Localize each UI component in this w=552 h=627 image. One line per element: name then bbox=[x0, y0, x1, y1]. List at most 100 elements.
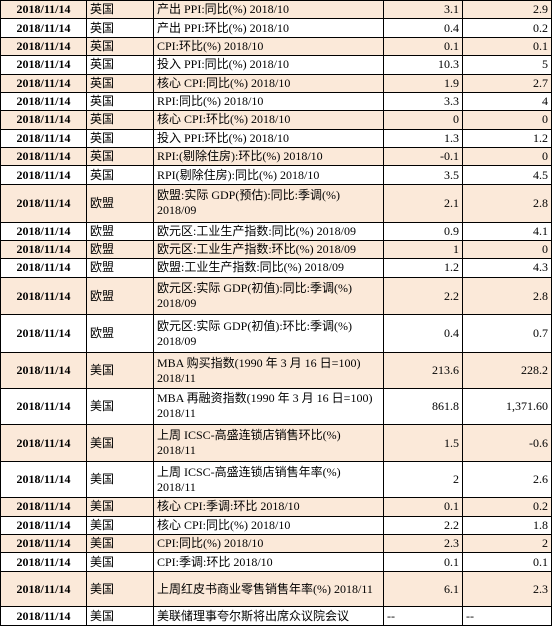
indicator-cell: 投入 PPI:环比(%) 2018/10 bbox=[153, 128, 384, 149]
country-cell: 美国 bbox=[86, 515, 154, 535]
previous-value-cell: 2.7 bbox=[462, 73, 552, 93]
table-row: 2018/11/14 英国 RPI:同比(%) 2018/10 3.3 4 bbox=[0, 91, 552, 112]
country-cell: 英国 bbox=[86, 146, 154, 167]
date-cell: 2018/11/14 bbox=[0, 110, 87, 130]
previous-value-cell: 2.8 bbox=[462, 183, 552, 223]
country-cell: 欧盟 bbox=[86, 183, 154, 223]
previous-value-cell: 0.2 bbox=[462, 18, 552, 38]
indicator-cell: MBA 再融资指数(1990 年 3 月 16 日=100) 2018/11 bbox=[153, 387, 384, 425]
table-row: 2018/11/14 欧盟 欧元区:工业生产指数:环比(%) 2018/09 1 0 bbox=[0, 239, 552, 260]
indicator-cell: RPI:同比(%) 2018/10 bbox=[153, 91, 384, 112]
date-cell: 2018/11/14 bbox=[0, 276, 87, 316]
date-cell: 2018/11/14 bbox=[0, 387, 87, 425]
previous-value-cell: 4 bbox=[462, 91, 552, 112]
indicator-cell: 核心 CPI:同比(%) 2018/10 bbox=[153, 73, 384, 93]
indicator-cell: MBA 购买指数(1990 年 3 月 16 日=100) 2018/11 bbox=[153, 352, 384, 389]
country-cell: 美国 bbox=[86, 552, 154, 572]
indicator-cell: RPI(剔除住房):同比(%) 2018/10 bbox=[153, 165, 384, 185]
actual-value-cell: 2 bbox=[383, 461, 463, 499]
previous-value-cell: 4.3 bbox=[462, 258, 552, 278]
table-row: 2018/11/14 欧盟 欧盟:工业生产指数:同比(%) 2018/09 1.2 4.… bbox=[0, 258, 552, 278]
previous-value-cell: 4.1 bbox=[462, 221, 552, 241]
indicator-cell: RPI:(剔除住房):环比(%) 2018/10 bbox=[153, 146, 384, 167]
actual-value-cell: 0.1 bbox=[383, 36, 463, 57]
date-cell: 2018/11/14 bbox=[0, 239, 87, 260]
country-cell: 英国 bbox=[86, 110, 154, 130]
previous-value-cell: 0.2 bbox=[462, 497, 552, 517]
previous-value-cell: 0 bbox=[462, 146, 552, 167]
actual-value-cell: 3.5 bbox=[383, 165, 463, 185]
country-cell: 欧盟 bbox=[86, 258, 154, 278]
table-row: 2018/11/14 欧盟 欧元区:实际 GDP(初值):同比:季调(%) 2018… bbox=[0, 276, 552, 316]
actual-value-cell: 10.3 bbox=[383, 55, 463, 75]
indicator-cell: 上周红皮书商业零售销售年率(%) 2018/11 bbox=[153, 570, 384, 608]
actual-value-cell: 0.1 bbox=[383, 497, 463, 517]
indicator-cell: CPI:环比(%) 2018/10 bbox=[153, 36, 384, 57]
date-cell: 2018/11/14 bbox=[0, 461, 87, 499]
previous-value-cell: -0.6 bbox=[462, 423, 552, 463]
indicator-cell: CPI:同比(%) 2018/10 bbox=[153, 533, 384, 554]
indicator-cell: CPI:季调:环比 2018/10 bbox=[153, 552, 384, 572]
previous-value-cell: -- bbox=[462, 606, 552, 626]
previous-value-cell: 2.9 bbox=[462, 0, 552, 20]
actual-value-cell: 3.3 bbox=[383, 91, 463, 112]
date-cell: 2018/11/14 bbox=[0, 91, 87, 112]
country-cell: 美国 bbox=[86, 423, 154, 463]
table-row: 2018/11/14 美国 MBA 再融资指数(1990 年 3 月 16 日=10… bbox=[0, 387, 552, 425]
previous-value-cell: 2.8 bbox=[462, 276, 552, 316]
table-row: 2018/11/14 美国 美联储理事夸尔斯将出席众议院会议 -- -- bbox=[0, 606, 552, 626]
table-row: 2018/11/14 英国 投入 PPI:同比(%) 2018/10 10.3 5 bbox=[0, 55, 552, 75]
actual-value-cell: 861.8 bbox=[383, 387, 463, 425]
indicator-cell: 欧盟:工业生产指数:同比(%) 2018/09 bbox=[153, 258, 384, 278]
country-cell: 英国 bbox=[86, 0, 154, 20]
previous-value-cell: 0.7 bbox=[462, 314, 552, 354]
actual-value-cell: 2.2 bbox=[383, 515, 463, 535]
date-cell: 2018/11/14 bbox=[0, 55, 87, 75]
previous-value-cell: 1.8 bbox=[462, 515, 552, 535]
actual-value-cell: 1.2 bbox=[383, 258, 463, 278]
actual-value-cell: 2.3 bbox=[383, 533, 463, 554]
indicator-cell: 欧元区:工业生产指数:环比(%) 2018/09 bbox=[153, 239, 384, 260]
actual-value-cell: -- bbox=[383, 606, 463, 626]
table-row: 2018/11/14 英国 投入 PPI:环比(%) 2018/10 1.3 1.2 bbox=[0, 128, 552, 149]
date-cell: 2018/11/14 bbox=[0, 183, 87, 223]
previous-value-cell: 2 bbox=[462, 533, 552, 554]
indicator-cell: 欧元区:工业生产指数:同比(%) 2018/09 bbox=[153, 221, 384, 241]
indicator-cell: 上周 ICSC-高盛连锁店销售年率(%) 2018/11 bbox=[153, 461, 384, 499]
country-cell: 美国 bbox=[86, 570, 154, 608]
date-cell: 2018/11/14 bbox=[0, 314, 87, 354]
date-cell: 2018/11/14 bbox=[0, 497, 87, 517]
table-row: 2018/11/14 美国 CPI:同比(%) 2018/10 2.3 2 bbox=[0, 533, 552, 554]
previous-value-cell: 1.2 bbox=[462, 128, 552, 149]
table-row: 2018/11/14 英国 核心 CPI:同比(%) 2018/10 1.9 2.7 bbox=[0, 73, 552, 93]
table-row: 2018/11/14 欧盟 欧盟:实际 GDP(预估):同比:季调(%) 2018/… bbox=[0, 183, 552, 223]
table-row: 2018/11/14 美国 CPI:季调:环比 2018/10 0.1 0.1 bbox=[0, 552, 552, 572]
country-cell: 英国 bbox=[86, 73, 154, 93]
country-cell: 英国 bbox=[86, 91, 154, 112]
country-cell: 美国 bbox=[86, 352, 154, 389]
table-row: 2018/11/14 美国 上周 ICSC-高盛连锁店销售年率(%) 2018/11… bbox=[0, 461, 552, 499]
table-row: 2018/11/14 美国 上周红皮书商业零售销售年率(%) 2018/11 6.1 2… bbox=[0, 570, 552, 608]
date-cell: 2018/11/14 bbox=[0, 146, 87, 167]
country-cell: 英国 bbox=[86, 55, 154, 75]
indicator-cell: 核心 CPI:季调:环比 2018/10 bbox=[153, 497, 384, 517]
actual-value-cell: 0.9 bbox=[383, 221, 463, 241]
date-cell: 2018/11/14 bbox=[0, 165, 87, 185]
previous-value-cell: 1,371.60 bbox=[462, 387, 552, 425]
table-row: 2018/11/14 英国 产出 PPI:同比(%) 2018/10 3.1 2.9 bbox=[0, 0, 552, 20]
country-cell: 英国 bbox=[86, 128, 154, 149]
actual-value-cell: 1.9 bbox=[383, 73, 463, 93]
actual-value-cell: 213.6 bbox=[383, 352, 463, 389]
previous-value-cell: 0 bbox=[462, 239, 552, 260]
previous-value-cell: 2.3 bbox=[462, 570, 552, 608]
table-row: 2018/11/14 美国 MBA 购买指数(1990 年 3 月 16 日=100… bbox=[0, 352, 552, 389]
actual-value-cell: 3.1 bbox=[383, 0, 463, 20]
actual-value-cell: 1.5 bbox=[383, 423, 463, 463]
indicator-cell: 核心 CPI:环比(%) 2018/10 bbox=[153, 110, 384, 130]
date-cell: 2018/11/14 bbox=[0, 570, 87, 608]
country-cell: 美国 bbox=[86, 387, 154, 425]
indicator-cell: 产出 PPI:环比(%) 2018/10 bbox=[153, 18, 384, 38]
previous-value-cell: 0.1 bbox=[462, 552, 552, 572]
